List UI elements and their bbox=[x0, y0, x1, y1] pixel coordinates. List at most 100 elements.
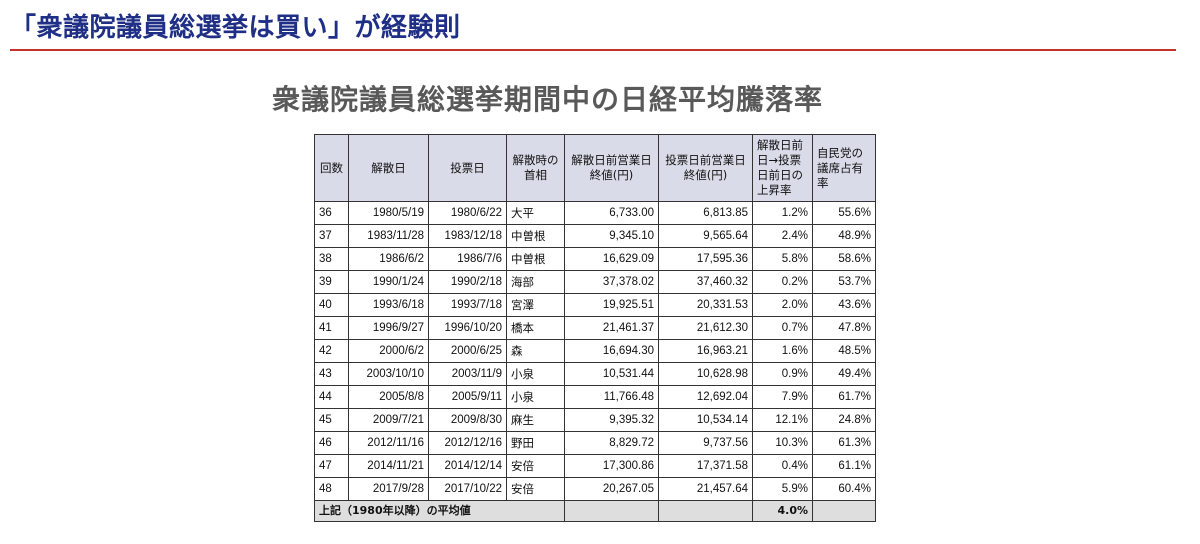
cell-ldp-seat-share: 48.5% bbox=[812, 339, 876, 363]
cell-ldp-seat-share: 43.6% bbox=[812, 293, 876, 317]
cell-dissolution-date: 1990/1/24 bbox=[348, 270, 429, 294]
cell-voting-date: 1990/2/18 bbox=[428, 270, 507, 294]
average-rise-rate: 4.0% bbox=[752, 500, 813, 522]
cell-ldp-seat-share: 49.4% bbox=[812, 362, 876, 386]
table-row: 47 2014/11/21 2014/12/14 安倍 17,300.86 17… bbox=[314, 454, 876, 478]
cell-prime-minister: 野田 bbox=[506, 431, 565, 455]
cell-number: 37 bbox=[314, 224, 349, 248]
cell-dissolution-date: 1983/11/28 bbox=[348, 224, 429, 248]
cell-voting-date: 2000/6/25 bbox=[428, 339, 507, 363]
cell-number: 44 bbox=[314, 385, 349, 409]
cell-prime-minister: 大平 bbox=[506, 201, 565, 225]
cell-close-before-voting: 21,457.64 bbox=[658, 477, 753, 501]
cell-close-before-dissolution: 9,395.32 bbox=[564, 408, 659, 432]
average-cell-empty bbox=[564, 500, 659, 522]
cell-number: 38 bbox=[314, 247, 349, 271]
table-row: 40 1993/6/18 1993/7/18 宮澤 19,925.51 20,3… bbox=[314, 293, 876, 317]
cell-voting-date: 2012/12/16 bbox=[428, 431, 507, 455]
cell-close-before-voting: 17,371.58 bbox=[658, 454, 753, 478]
cell-prime-minister: 小泉 bbox=[506, 362, 565, 386]
cell-prime-minister: 麻生 bbox=[506, 408, 565, 432]
cell-close-before-voting: 16,963.21 bbox=[658, 339, 753, 363]
cell-dissolution-date: 1986/6/2 bbox=[348, 247, 429, 271]
cell-close-before-voting: 12,692.04 bbox=[658, 385, 753, 409]
cell-rise-rate: 0.2% bbox=[752, 270, 813, 294]
cell-close-before-voting: 6,813.85 bbox=[658, 201, 753, 225]
header-voting-date: 投票日 bbox=[428, 134, 507, 202]
cell-rise-rate: 7.9% bbox=[752, 385, 813, 409]
cell-ldp-seat-share: 53.7% bbox=[812, 270, 876, 294]
cell-rise-rate: 2.0% bbox=[752, 293, 813, 317]
cell-voting-date: 2009/8/30 bbox=[428, 408, 507, 432]
cell-dissolution-date: 2005/8/8 bbox=[348, 385, 429, 409]
cell-dissolution-date: 2012/11/16 bbox=[348, 431, 429, 455]
cell-rise-rate: 0.7% bbox=[752, 316, 813, 340]
cell-number: 45 bbox=[314, 408, 349, 432]
cell-ldp-seat-share: 48.9% bbox=[812, 224, 876, 248]
cell-voting-date: 2014/12/14 bbox=[428, 454, 507, 478]
cell-rise-rate: 12.1% bbox=[752, 408, 813, 432]
cell-close-before-dissolution: 16,629.09 bbox=[564, 247, 659, 271]
cell-close-before-dissolution: 11,766.48 bbox=[564, 385, 659, 409]
cell-voting-date: 1986/7/6 bbox=[428, 247, 507, 271]
cell-ldp-seat-share: 61.1% bbox=[812, 454, 876, 478]
cell-close-before-voting: 10,628.98 bbox=[658, 362, 753, 386]
table-body: 36 1980/5/19 1980/6/22 大平 6,733.00 6,813… bbox=[314, 201, 876, 501]
cell-voting-date: 2017/10/22 bbox=[428, 477, 507, 501]
cell-prime-minister: 橋本 bbox=[506, 316, 565, 340]
table-row: 38 1986/6/2 1986/7/6 中曽根 16,629.09 17,59… bbox=[314, 247, 876, 271]
cell-close-before-voting: 20,331.53 bbox=[658, 293, 753, 317]
cell-dissolution-date: 2014/11/21 bbox=[348, 454, 429, 478]
cell-prime-minister: 安倍 bbox=[506, 477, 565, 501]
cell-number: 41 bbox=[314, 316, 349, 340]
cell-ldp-seat-share: 61.7% bbox=[812, 385, 876, 409]
cell-number: 36 bbox=[314, 201, 349, 225]
cell-close-before-dissolution: 17,300.86 bbox=[564, 454, 659, 478]
cell-voting-date: 1983/12/18 bbox=[428, 224, 507, 248]
table-row: 44 2005/8/8 2005/9/11 小泉 11,766.48 12,69… bbox=[314, 385, 876, 409]
slide-title: 「衆議院議員総選挙は買い」が経験則 bbox=[10, 13, 461, 43]
cell-prime-minister: 中曽根 bbox=[506, 224, 565, 248]
cell-ldp-seat-share: 61.3% bbox=[812, 431, 876, 455]
cell-dissolution-date: 2000/6/2 bbox=[348, 339, 429, 363]
table-row: 46 2012/11/16 2012/12/16 野田 8,829.72 9,7… bbox=[314, 431, 876, 455]
cell-number: 39 bbox=[314, 270, 349, 294]
title-divider bbox=[10, 49, 1176, 51]
cell-close-before-dissolution: 8,829.72 bbox=[564, 431, 659, 455]
header-rise-rate: 解散日前日→投票日前日の上昇率 bbox=[752, 134, 813, 202]
cell-number: 46 bbox=[314, 431, 349, 455]
cell-voting-date: 2003/11/9 bbox=[428, 362, 507, 386]
cell-close-before-dissolution: 6,733.00 bbox=[564, 201, 659, 225]
cell-dissolution-date: 1993/6/18 bbox=[348, 293, 429, 317]
cell-prime-minister: 海部 bbox=[506, 270, 565, 294]
cell-ldp-seat-share: 47.8% bbox=[812, 316, 876, 340]
cell-dissolution-date: 2009/7/21 bbox=[348, 408, 429, 432]
election-nikkei-table: 回数 解散日 投票日 解散時の首相 解散日前営業日終値(円) 投票日前営業日終値… bbox=[314, 134, 876, 522]
cell-voting-date: 1996/10/20 bbox=[428, 316, 507, 340]
cell-ldp-seat-share: 60.4% bbox=[812, 477, 876, 501]
cell-prime-minister: 森 bbox=[506, 339, 565, 363]
average-row: 上記（1980年以降）の平均値 4.0% bbox=[314, 500, 876, 522]
cell-number: 40 bbox=[314, 293, 349, 317]
table-row: 45 2009/7/21 2009/8/30 麻生 9,395.32 10,53… bbox=[314, 408, 876, 432]
cell-dissolution-date: 2017/9/28 bbox=[348, 477, 429, 501]
cell-number: 42 bbox=[314, 339, 349, 363]
cell-number: 47 bbox=[314, 454, 349, 478]
cell-close-before-dissolution: 21,461.37 bbox=[564, 316, 659, 340]
cell-voting-date: 1993/7/18 bbox=[428, 293, 507, 317]
table-row: 48 2017/9/28 2017/10/22 安倍 20,267.05 21,… bbox=[314, 477, 876, 501]
cell-close-before-voting: 10,534.14 bbox=[658, 408, 753, 432]
cell-voting-date: 1980/6/22 bbox=[428, 201, 507, 225]
header-prime-minister: 解散時の首相 bbox=[506, 134, 565, 202]
cell-close-before-dissolution: 9,345.10 bbox=[564, 224, 659, 248]
cell-ldp-seat-share: 24.8% bbox=[812, 408, 876, 432]
table-row: 43 2003/10/10 2003/11/9 小泉 10,531.44 10,… bbox=[314, 362, 876, 386]
cell-close-before-voting: 37,460.32 bbox=[658, 270, 753, 294]
cell-close-before-dissolution: 10,531.44 bbox=[564, 362, 659, 386]
cell-rise-rate: 5.9% bbox=[752, 477, 813, 501]
cell-prime-minister: 中曽根 bbox=[506, 247, 565, 271]
cell-dissolution-date: 2003/10/10 bbox=[348, 362, 429, 386]
cell-close-before-voting: 9,565.64 bbox=[658, 224, 753, 248]
cell-rise-rate: 1.2% bbox=[752, 201, 813, 225]
table-row: 41 1996/9/27 1996/10/20 橋本 21,461.37 21,… bbox=[314, 316, 876, 340]
